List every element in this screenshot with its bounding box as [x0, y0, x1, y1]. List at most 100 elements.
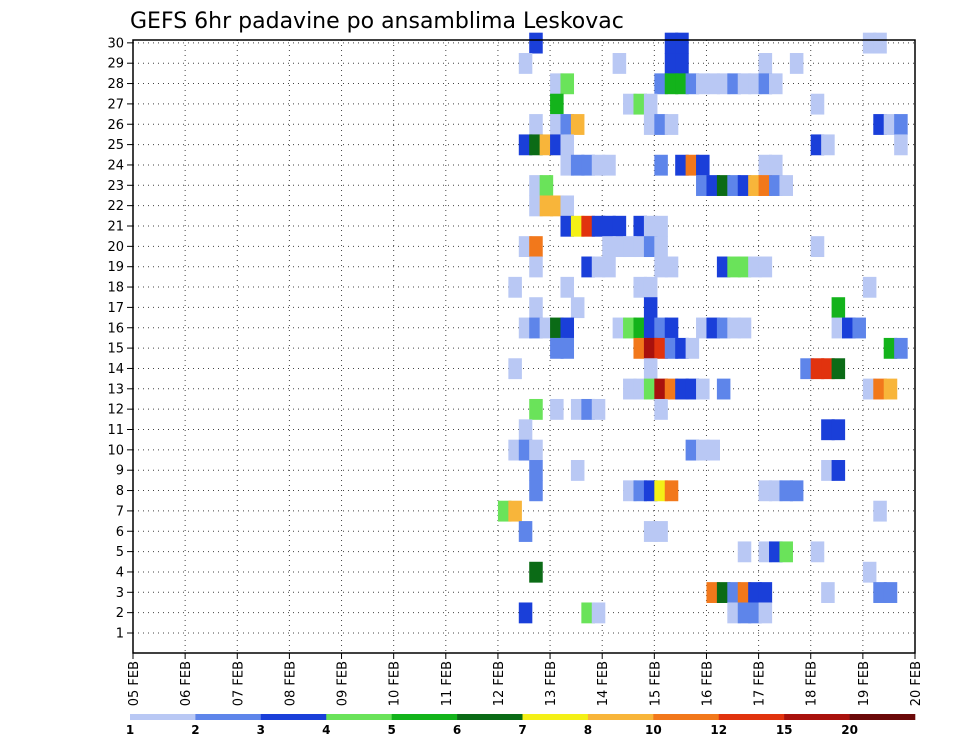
colorbar-label: 20 — [841, 723, 858, 737]
heat-cell — [810, 541, 825, 563]
heat-cell — [862, 378, 877, 400]
y-tick-label: 17 — [107, 301, 124, 316]
heat-cell — [560, 154, 575, 176]
y-tick-label: 6 — [116, 525, 124, 540]
heat-cell — [675, 32, 689, 54]
heat-cell — [831, 358, 846, 380]
y-tick-label: 3 — [116, 586, 124, 601]
heat-cell — [716, 73, 731, 95]
x-axis: 05 FEB 06 FEB 07 FEB 08 FEB 09 FEB 10 FEB 11 F… — [127, 653, 924, 706]
heat-cell — [581, 215, 595, 237]
heat-cell — [581, 154, 595, 176]
heat-cell — [706, 73, 720, 95]
heat-cell — [769, 73, 783, 95]
y-tick-label: 25 — [107, 138, 124, 153]
heat-cell — [696, 73, 710, 95]
heat-cell — [643, 236, 658, 258]
heat-cell — [748, 73, 762, 95]
y-tick-label: 11 — [107, 423, 124, 438]
y-tick-label: 18 — [107, 281, 124, 296]
heat-cell — [873, 582, 887, 603]
heat-cell — [654, 114, 668, 135]
heat-cell — [529, 317, 543, 339]
heat-cell — [810, 236, 825, 258]
x-tick-label: 10 FEB — [388, 661, 403, 706]
heat-cell — [862, 276, 877, 298]
heat-cell — [602, 256, 616, 278]
colorbar-segment — [457, 714, 523, 720]
heat-cell — [810, 358, 825, 380]
heat-cell — [737, 541, 752, 563]
heat-cell — [758, 154, 773, 176]
heat-cell — [518, 134, 533, 156]
heat-cell — [633, 480, 648, 502]
heat-cell — [789, 480, 804, 502]
heat-cell — [550, 93, 564, 115]
grid-lines — [132, 40, 916, 653]
x-tick-label: 12 FEB — [492, 661, 507, 706]
heat-cell — [550, 73, 564, 95]
heat-cell — [529, 256, 543, 278]
colorbar-label: 12 — [710, 723, 727, 737]
colorbar-label: 3 — [257, 723, 265, 737]
colorbar-segment — [849, 714, 916, 720]
heat-cell — [727, 582, 741, 603]
colorbar-label: 10 — [645, 723, 662, 737]
y-tick-label: 21 — [107, 220, 124, 235]
y-tick-label: 7 — [116, 504, 124, 519]
colorbar-segment — [522, 714, 589, 720]
heat-cell — [696, 439, 710, 461]
x-tick-label: 06 FEB — [179, 661, 194, 706]
heat-cell — [664, 114, 679, 135]
colorbar-segment — [718, 714, 785, 720]
heat-cell — [591, 154, 606, 176]
heat-cell — [643, 480, 658, 502]
heat-cell — [769, 480, 783, 502]
heat-cell — [529, 175, 543, 196]
heat-cell — [643, 215, 658, 237]
y-tick-label: 28 — [107, 77, 124, 92]
heat-cell — [675, 73, 689, 95]
heat-cell — [769, 154, 783, 176]
heat-cell — [570, 297, 585, 319]
heat-cell — [842, 317, 856, 339]
heat-cell — [696, 378, 710, 400]
heat-cell — [570, 114, 585, 135]
heat-cell — [831, 419, 846, 441]
heat-cell — [727, 317, 741, 339]
heat-cell — [727, 175, 741, 196]
colorbar-segment — [195, 714, 262, 720]
x-tick-label: 19 FEB — [857, 661, 872, 706]
heat-cell — [602, 215, 616, 237]
heat-cell — [664, 32, 679, 54]
heat-cell — [560, 195, 575, 217]
heat-cell — [758, 53, 773, 74]
colorbar-segment — [260, 714, 327, 720]
heat-cell — [779, 480, 793, 502]
heat-cell — [737, 175, 752, 196]
heat-cell — [529, 398, 543, 420]
heat-cell — [821, 460, 835, 481]
heat-cell — [696, 317, 710, 339]
heat-cell — [664, 480, 679, 502]
heat-cell — [821, 134, 835, 156]
heat-cell — [560, 134, 575, 156]
heat-cell — [716, 256, 731, 278]
x-tick-label: 11 FEB — [440, 661, 455, 706]
x-tick-label: 08 FEB — [283, 661, 298, 706]
heat-cell — [643, 114, 658, 135]
y-tick-label: 20 — [107, 240, 124, 255]
heat-cell — [685, 439, 700, 461]
y-tick-label: 4 — [116, 565, 124, 580]
heat-cell — [883, 378, 898, 400]
heat-cell — [570, 460, 585, 481]
heat-cell — [706, 582, 720, 603]
x-tick-label: 20 FEB — [909, 661, 924, 706]
colorbar-label: 7 — [518, 723, 526, 737]
heat-cell — [748, 582, 762, 603]
heat-cell — [685, 337, 700, 359]
heat-cell — [883, 337, 898, 359]
heat-cell — [633, 93, 648, 115]
heat-cell — [654, 215, 668, 237]
y-tick-label: 30 — [107, 36, 124, 51]
